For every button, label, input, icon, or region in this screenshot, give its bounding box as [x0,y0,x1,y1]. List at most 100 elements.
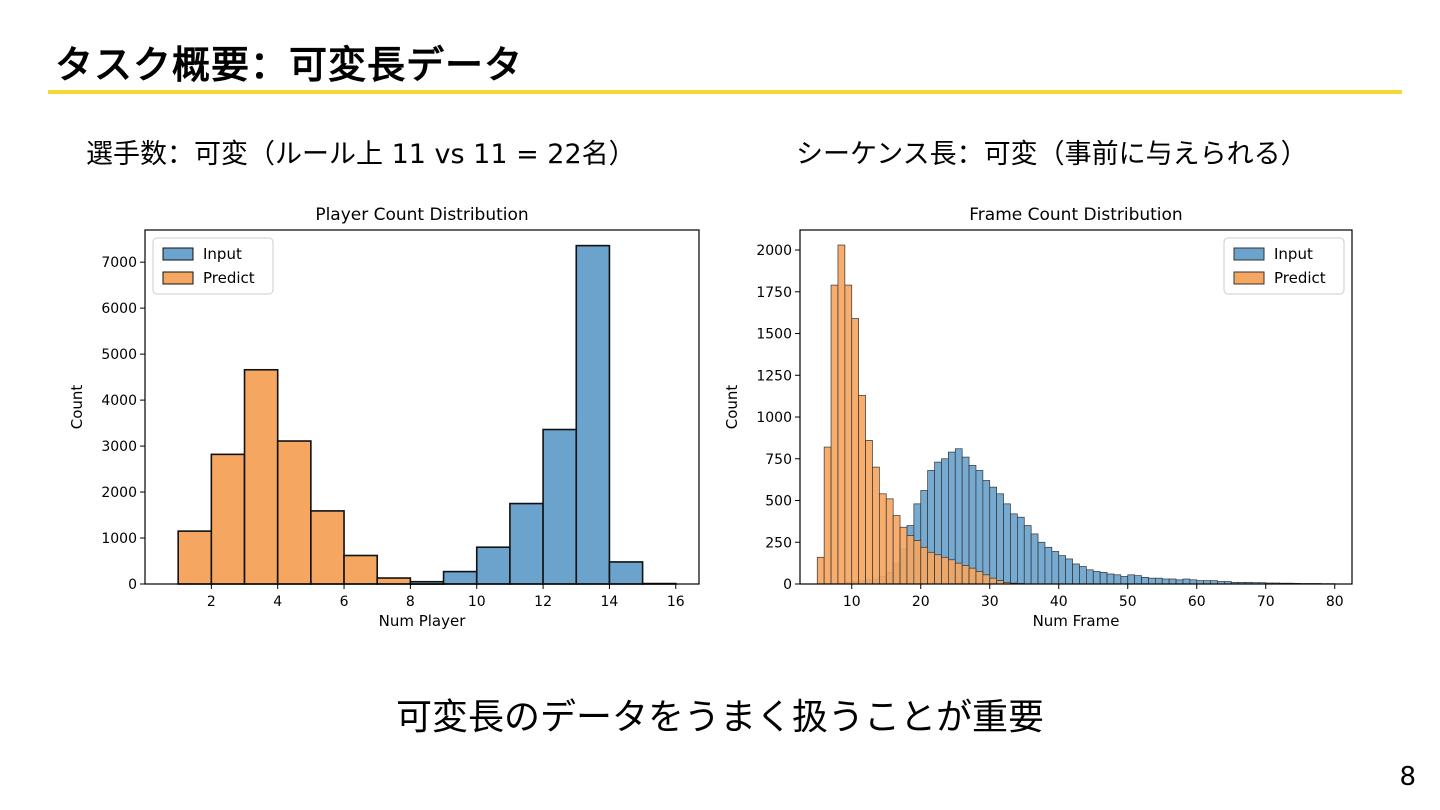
plot-frame [144,229,700,585]
predict-bar [865,440,873,585]
conclusion-text: 可変長のデータをうまく扱うことが重要 [395,697,1044,738]
predict-bar [210,453,246,585]
input-bar [1141,576,1149,585]
y-tick-label: 0 [128,577,137,593]
player-count-caption: 選手数：可変（ルール上 11 vs 11 = 22名） [86,139,636,170]
title-underline [48,90,1402,94]
chart-title: Frame Count Distribution [969,205,1182,225]
input-bar [575,244,611,585]
input-bar [1134,575,1142,585]
input-bar [509,502,544,585]
x-axis-label: Num Player [379,612,467,630]
x-tick-label: 10 [843,594,861,610]
predict-bar [899,526,908,585]
predict-bar [851,318,860,585]
predict-bar [872,466,880,585]
input-bar [1023,525,1032,585]
y-tick-label: 500 [765,494,792,510]
slide-title: タスク概要：可変長データ [55,43,524,87]
y-tick-label: 1750 [756,285,792,301]
input-bar [1017,516,1025,585]
x-tick-label: 50 [1119,594,1137,610]
y-tick-label: 2000 [756,243,792,259]
predict-bar [276,440,312,585]
predict-bar [975,571,984,585]
predict-bar [989,577,998,585]
input-bar [1161,578,1170,585]
input-bar [975,470,984,585]
page-number: 8 [1399,762,1416,792]
input-bar [1037,541,1046,585]
plot-frame [799,229,1353,585]
y-tick-label: 750 [765,452,792,468]
input-bar [1120,576,1129,585]
input-bar [961,456,970,585]
predict-bar [892,515,901,585]
chart-title: Player Count Distribution [315,205,528,225]
predict-bar [920,546,929,585]
predict-bar [906,535,915,585]
y-tick-label: 250 [765,535,792,551]
predict-bar [879,493,887,585]
y-tick-label: 1000 [756,410,792,426]
predict-bar [934,554,942,585]
x-tick-label: 16 [667,594,685,610]
predict-bar [961,565,970,585]
input-bar [1065,558,1073,585]
predict-bar [310,510,345,585]
predict-bar [858,394,866,585]
y-tick-label: 6000 [101,301,137,317]
x-tick-label: 12 [534,594,552,610]
input-bar [1182,578,1191,585]
legend-label-input: Input [1274,245,1313,263]
input-bar [1106,573,1115,585]
predict-bar [941,556,949,585]
predict-bar [837,244,846,585]
x-tick-label: 8 [406,594,415,610]
input-bar [989,486,998,585]
legend-label-input: Input [203,245,242,263]
input-bar [1189,579,1198,585]
x-tick-label: 30 [981,594,999,610]
y-tick-label: 5000 [101,347,137,363]
y-tick-label: 1500 [756,327,792,343]
input-bar [442,570,478,585]
predict-bar [816,556,825,585]
input-bar [1127,574,1136,585]
input-bar [982,480,991,585]
predict-bar [982,574,991,585]
predict-bar [343,554,379,585]
predict-bar [376,577,412,585]
legend-swatch-input [162,247,194,261]
predict-bar [177,530,213,585]
legend-label-predict: Predict [203,269,255,287]
input-bar [608,561,644,585]
input-bar [1113,574,1122,585]
input-bar [542,428,578,585]
predict-bar [885,498,894,585]
y-tick-label: 0 [783,577,792,593]
y-tick-label: 1250 [756,368,792,384]
y-tick-label: 7000 [101,255,137,271]
x-tick-label: 40 [1050,594,1068,610]
input-bar [1155,577,1163,585]
x-tick-label: 10 [468,594,486,610]
x-tick-label: 2 [207,594,216,610]
input-bar [1079,566,1087,585]
input-bar [1051,551,1060,585]
predict-bar [844,284,853,585]
input-bar [1086,569,1094,585]
predict-bar [243,368,279,585]
input-bar [1148,577,1156,585]
predict-bar [927,551,935,585]
legend-swatch-predict [1233,271,1265,285]
predict-bar [948,559,956,585]
input-bar [1175,579,1184,585]
input-bar [1092,571,1101,585]
player-count-chart: Player Count Distribution 2 4 6 8 10 12 14 16 0 10… [68,205,700,630]
y-tick-label: 3000 [101,439,137,455]
y-axis-label: Count [68,385,86,430]
input-bar [1044,546,1053,585]
x-tick-label: 4 [273,594,282,610]
input-bar [1168,578,1177,585]
